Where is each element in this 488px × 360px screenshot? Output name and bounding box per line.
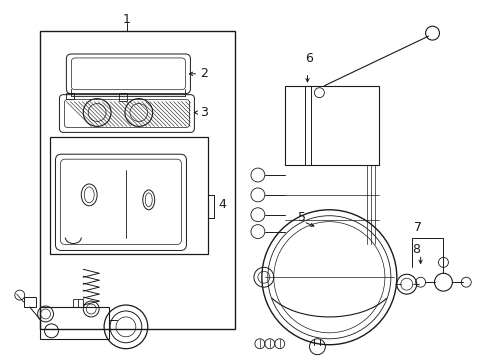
Text: 3: 3: [200, 106, 208, 119]
Text: 5: 5: [297, 211, 305, 224]
Bar: [24, 297, 36, 307]
Bar: [40, 307, 109, 339]
Text: 6: 6: [305, 53, 313, 66]
Text: 1: 1: [122, 13, 131, 26]
Bar: [66, 93, 74, 99]
Bar: [40, 31, 235, 329]
Text: 4: 4: [218, 198, 225, 211]
Text: 8: 8: [411, 243, 419, 256]
Bar: [49, 137, 208, 255]
Bar: [119, 93, 127, 100]
Text: 7: 7: [413, 221, 421, 234]
Bar: [284, 86, 378, 165]
Text: 2: 2: [200, 67, 208, 80]
Bar: [73, 299, 83, 307]
